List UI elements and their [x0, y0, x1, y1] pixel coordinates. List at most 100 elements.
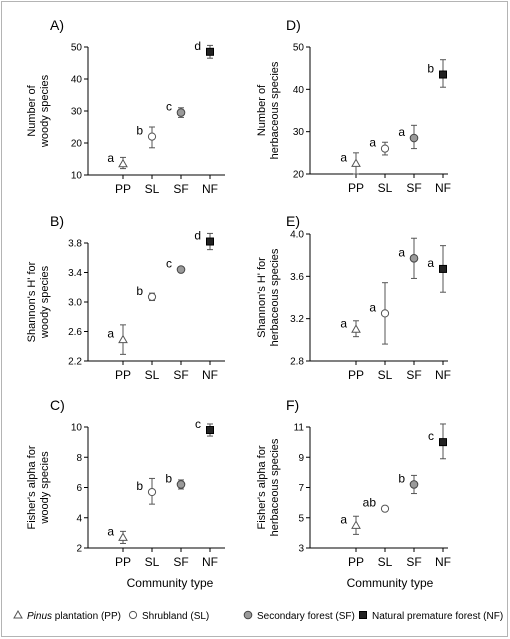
y-tick-label: 2.2: [68, 357, 82, 368]
y-tick-label: 7: [298, 483, 304, 494]
y-tick-label: 8: [76, 453, 82, 464]
panel-label: C): [50, 397, 65, 413]
legend-marker: [243, 610, 253, 620]
y-axis-label-line: Shannon's H' for: [256, 257, 268, 338]
significance-label: a: [398, 245, 405, 259]
y-axis-label: Fisher's alpha forwoody species: [26, 445, 51, 529]
y-tick-label: 2.8: [290, 357, 304, 368]
y-axis-label: Shannon's H' forherbaceous species: [256, 248, 281, 346]
legend-label-text: plantation (PP): [52, 611, 121, 622]
y-axis-label: Number ofherbaceous species: [256, 61, 281, 159]
y-axis-label-line: herbaceous species: [269, 438, 281, 536]
y-tick-label: 40: [71, 75, 83, 86]
x-tick-label: SF: [173, 368, 188, 382]
significance-label: c: [166, 100, 172, 114]
x-tick-label: NF: [202, 368, 218, 382]
data-point: [118, 334, 128, 344]
significance-label: a: [369, 136, 376, 150]
x-tick-label: NF: [435, 555, 451, 569]
significance-label: c: [166, 257, 172, 271]
y-axis-label-line: herbaceous species: [269, 61, 281, 159]
y-axis-label: Shannon's H' forwoody species: [26, 261, 51, 342]
y-tick-label: 10: [71, 171, 83, 182]
y-tick-label: 20: [293, 170, 305, 181]
x-tick-label: PP: [348, 555, 364, 569]
y-tick-label: 2: [76, 544, 82, 555]
x-tick-label: SF: [406, 555, 421, 569]
y-tick-label: 50: [293, 43, 305, 54]
significance-label: a: [340, 512, 347, 526]
significance-label: a: [340, 150, 347, 164]
data-point: [176, 480, 186, 489]
legend-label-italic: Pinus: [27, 611, 52, 622]
y-tick-label: 30: [71, 107, 83, 118]
significance-label: a: [107, 524, 114, 538]
data-point: [206, 237, 214, 246]
significance-label: a: [340, 316, 347, 330]
x-axis-title-right: Community type: [347, 576, 434, 590]
legend-label: Secondary forest (SF): [257, 611, 355, 622]
data-point: [147, 292, 157, 301]
panel-label: A): [50, 17, 64, 33]
legend-label-text: Secondary forest (SF): [257, 611, 355, 622]
significance-label: ab: [363, 496, 377, 510]
x-tick-label: SL: [145, 182, 160, 196]
significance-label: d: [194, 229, 201, 243]
x-tick-label: SL: [378, 181, 393, 195]
legend-label: Natural premature forest (NF): [372, 611, 503, 622]
y-axis-label: Number ofwoody species: [26, 74, 51, 148]
legend-marker: [359, 611, 367, 619]
panel-label: D): [286, 17, 301, 33]
significance-label: b: [165, 471, 172, 485]
significance-label: b: [427, 62, 434, 76]
y-tick-label: 4.0: [290, 230, 304, 241]
significance-label: c: [428, 429, 434, 443]
significance-label: b: [136, 479, 143, 493]
legend-label: Shrubland (SL): [142, 611, 209, 622]
y-axis-label-line: woody species: [39, 451, 51, 525]
data-point: [176, 108, 186, 117]
y-axis-label-line: Fisher's alpha for: [256, 445, 268, 529]
x-tick-label: PP: [115, 368, 131, 382]
y-axis-label-line: Number of: [256, 84, 268, 136]
y-axis-label-line: herbaceous species: [269, 248, 281, 346]
data-point: [351, 520, 361, 529]
y-tick-label: 6: [76, 483, 82, 494]
significance-label: d: [194, 39, 201, 53]
data-point: [439, 438, 447, 447]
x-tick-label: NF: [202, 555, 218, 569]
data-point: [206, 426, 214, 435]
chart-panel: F) Fisher's alpha forherbaceous species 3 5…: [256, 397, 451, 569]
significance-label: c: [195, 417, 201, 431]
x-tick-label: SF: [406, 368, 421, 382]
y-tick-label: 30: [293, 127, 305, 138]
significance-label: b: [136, 284, 143, 298]
x-tick-label: SL: [145, 368, 160, 382]
x-tick-label: PP: [348, 368, 364, 382]
data-point: [409, 480, 419, 489]
x-tick-label: SF: [173, 555, 188, 569]
y-tick-label: 3.4: [68, 268, 82, 279]
chart-panel: D) Number ofherbaceous species 20 30 40 50 PP a…: [256, 17, 451, 195]
y-tick-label: 5: [298, 513, 304, 524]
legend: Pinus plantation (PP) Shrubland (SL) Secon…: [13, 609, 503, 622]
data-point: [380, 144, 390, 153]
legend-label-text: Natural premature forest (NF): [372, 611, 503, 622]
legend-item: Natural premature forest (NF): [359, 611, 503, 622]
data-point: [118, 158, 128, 168]
y-axis-label-line: woody species: [39, 74, 51, 148]
x-tick-label: PP: [115, 555, 131, 569]
y-tick-label: 10: [71, 423, 83, 434]
data-point: [176, 265, 186, 274]
chart-panel: C) Fisher's alpha forwoody species 2 4 6 8 10 P…: [26, 397, 225, 569]
significance-label: a: [107, 151, 114, 165]
chart-panel: B) Shannon's H' forwoody species 2.2 2.6 3.0…: [26, 213, 225, 382]
panel-label: B): [50, 213, 64, 229]
y-tick-label: 20: [71, 139, 83, 150]
legend-label: Pinus plantation (PP): [27, 611, 121, 622]
chart-panel: A) Number ofwoody species 10 20 30 40 50 PP a SL b…: [26, 17, 225, 196]
legend-item: Shrubland (SL): [128, 610, 209, 622]
data-point: [206, 47, 214, 56]
